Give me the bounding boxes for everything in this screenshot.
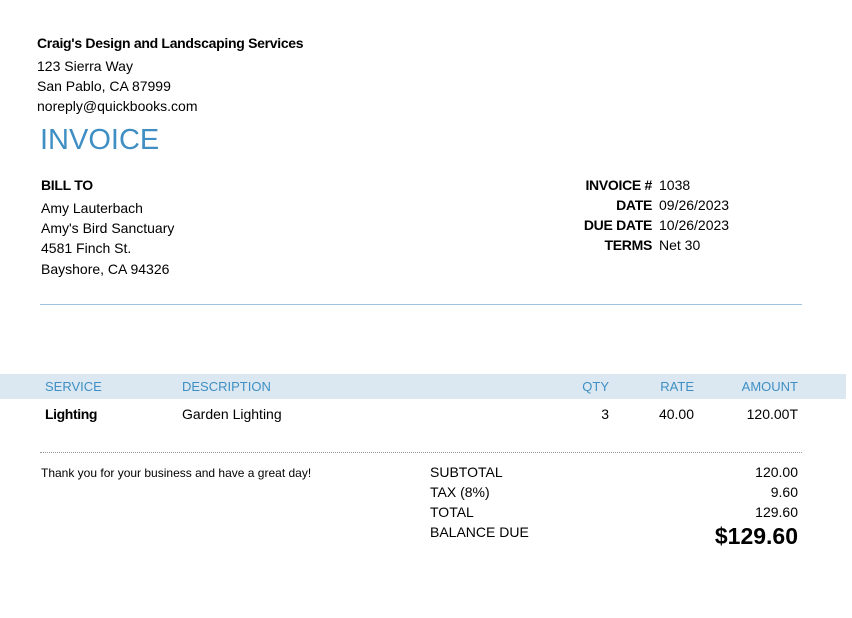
row-description: Garden Lighting [182,406,282,422]
total-value: 129.60 [755,504,798,520]
bill-to-line: Amy Lauterbach [41,200,143,216]
invoice-title: INVOICE [40,124,160,156]
tax-value: 9.60 [770,484,798,500]
invoice-number-label: INVOICE # [585,177,652,193]
header-rate: RATE [660,379,694,394]
tax-label: TAX (8%) [430,484,490,500]
row-rate: 40.00 [658,406,694,422]
row-service: Lighting [45,406,98,422]
bill-to-line: 4581 Finch St. [41,240,132,256]
subtotal-value: 120.00 [755,464,798,480]
header-amount: AMOUNT [741,379,798,394]
invoice-number-value: 1038 [659,177,691,193]
company-address-2: San Pablo, CA 87999 [37,78,171,94]
header-service: SERVICE [45,379,102,394]
bill-to-line: Amy's Bird Sanctuary [41,220,175,236]
thank-you-message: Thank you for your business and have a g… [41,466,312,480]
company-email: noreply@quickbooks.com [37,98,198,114]
due-date-label: DUE DATE [583,217,652,233]
row-qty: 3 [601,406,609,422]
date-value: 09/26/2023 [659,197,730,213]
bill-to-line: Bayshore, CA 94326 [41,261,170,277]
row-amount: 120.00T [746,406,798,422]
terms-value: Net 30 [659,237,701,253]
company-address-1: 123 Sierra Way [37,58,133,74]
header-description: DESCRIPTION [182,379,271,394]
balance-due-value: $129.60 [714,523,798,549]
divider [40,304,802,305]
bill-to-heading: BILL TO [41,177,93,193]
company-name: Craig's Design and Landscaping Services [37,35,304,51]
terms-label: TERMS [604,237,652,253]
subtotal-label: SUBTOTAL [430,464,503,480]
due-date-value: 10/26/2023 [659,217,730,233]
dotted-divider [40,452,802,453]
header-qty: QTY [582,379,609,394]
table-header [0,374,846,399]
total-label: TOTAL [430,504,474,520]
date-label: DATE [616,197,652,213]
balance-due-label: BALANCE DUE [430,524,529,540]
